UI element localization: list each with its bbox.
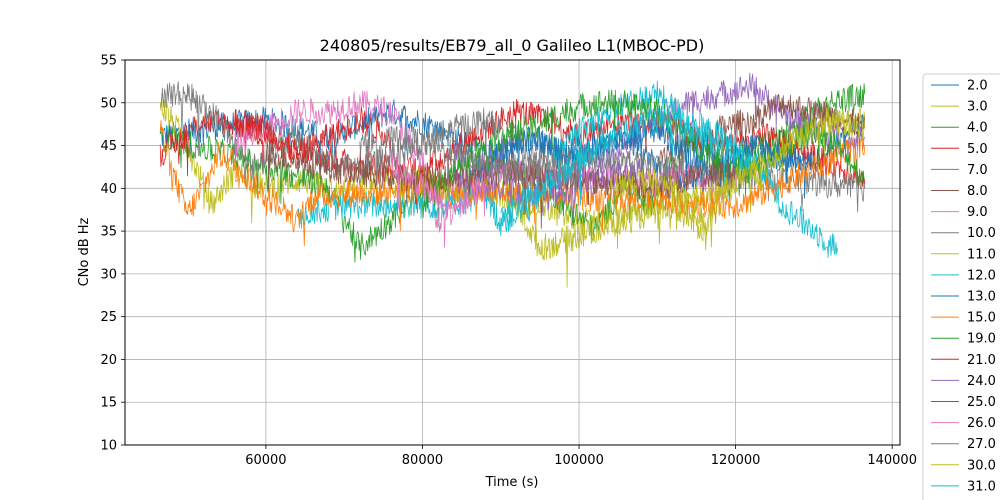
y-tick-label: 50: [100, 96, 117, 111]
x-tick-label: 60000: [245, 453, 286, 468]
legend-label: 7.0: [967, 163, 988, 178]
legend-label: 9.0: [967, 205, 988, 220]
series-line-27-0: [359, 123, 580, 208]
y-tick-label: 30: [100, 267, 117, 282]
y-tick-label: 35: [100, 225, 117, 240]
legend-label: 30.0: [967, 458, 996, 473]
x-axis-label: Time (s): [485, 475, 539, 490]
series-layer: [159, 72, 866, 288]
legend-label: 12.0: [967, 268, 996, 283]
series-line-19-0: [422, 89, 866, 218]
y-tick-label: 55: [100, 54, 117, 69]
chart-title: 240805/results/EB79_all_0 Galileo L1(MBO…: [320, 36, 705, 56]
x-tick-label: 100000: [554, 453, 604, 468]
legend-label: 8.0: [967, 184, 988, 199]
x-tick-label: 80000: [402, 453, 443, 468]
legend-label: 31.0: [967, 479, 996, 494]
series-line-30-0: [610, 107, 866, 251]
x-tick-label: 140000: [867, 453, 917, 468]
legend-label: 15.0: [967, 311, 996, 326]
legend-label: 26.0: [967, 416, 996, 431]
legend-label: 3.0: [967, 100, 988, 115]
legend-label: 27.0: [967, 437, 996, 452]
legend: 2.0 3.0 4.0 5.0 7.0 8.0 9.0 10.0 11.0 12.0 13.0 15.…: [922, 73, 1000, 500]
y-tick-label: 45: [100, 139, 117, 154]
series-line-31-0: [500, 106, 752, 227]
x-tick-label: 120000: [711, 453, 761, 468]
legend-label: 21.0: [967, 353, 996, 368]
legend-label: 13.0: [967, 290, 996, 305]
series-line-21-0: [234, 107, 392, 164]
y-tick-label: 25: [100, 310, 117, 325]
series-line-26-0: [390, 149, 486, 226]
y-axis-label: CNo dB Hz: [77, 217, 92, 286]
legend-label: 25.0: [967, 395, 996, 410]
legend-label: 4.0: [967, 121, 988, 136]
axes: 60000 80000 100000 120000 140000 10 15 20 25 30 35…: [100, 54, 917, 469]
legend-box: [922, 73, 1000, 500]
y-tick-label: 40: [100, 182, 117, 197]
legend-label: 5.0: [967, 142, 988, 157]
y-tick-label: 20: [100, 353, 117, 368]
legend-label: 19.0: [967, 332, 996, 347]
legend-label: 10.0: [967, 226, 996, 241]
y-tick-label: 10: [100, 439, 117, 454]
legend-label: 24.0: [967, 374, 996, 389]
series-line-13-0: [469, 118, 815, 202]
y-tick-label: 15: [100, 396, 117, 411]
legend-label: 2.0: [967, 79, 988, 94]
legend-label: 11.0: [967, 247, 996, 262]
plot-frame: [124, 59, 901, 446]
